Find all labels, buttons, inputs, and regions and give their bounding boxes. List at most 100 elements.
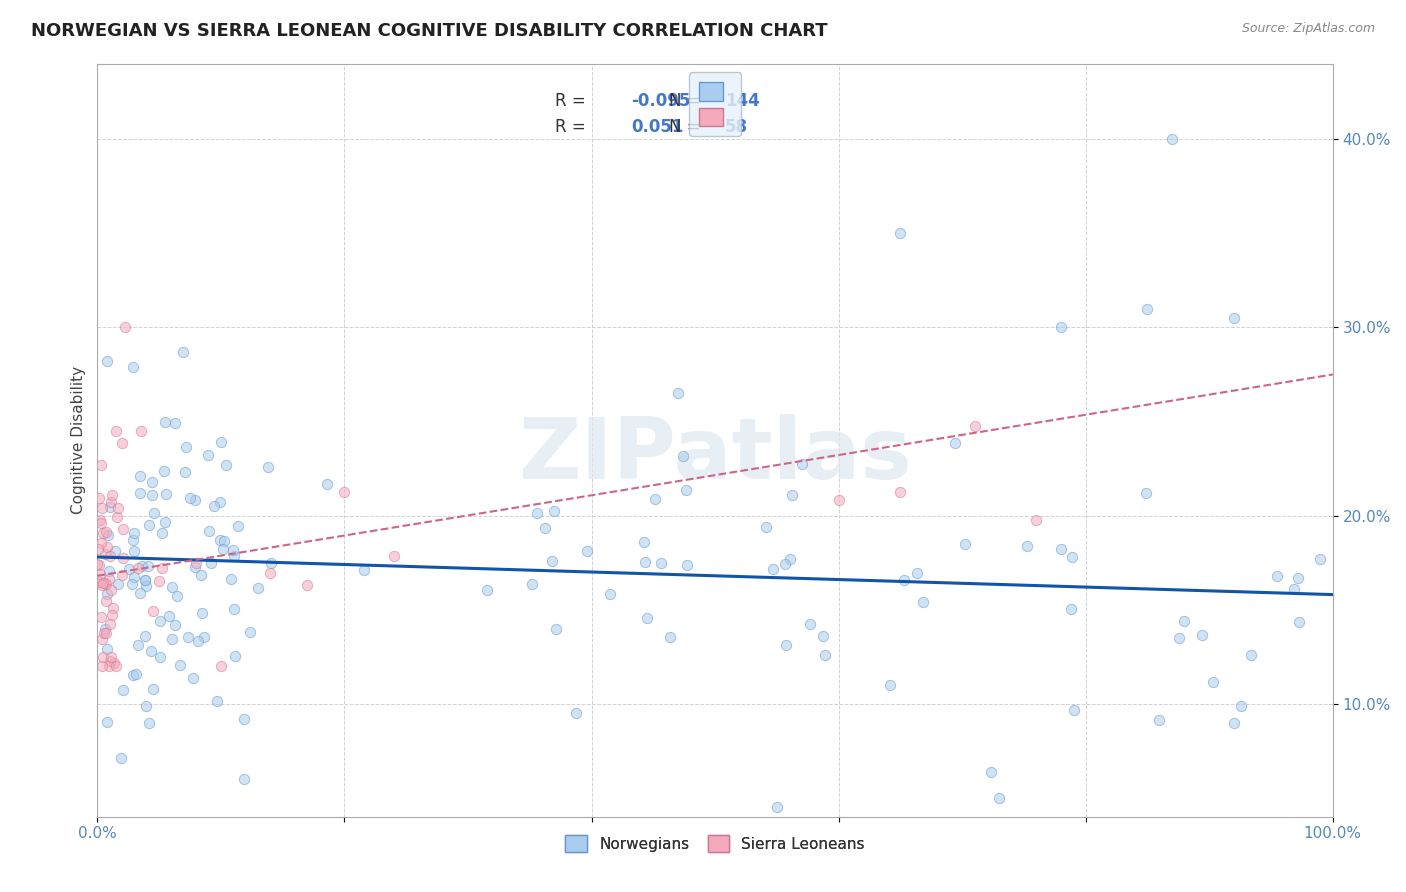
Point bbox=[224, 648, 246, 663]
Point bbox=[131, 558, 153, 573]
Point bbox=[98, 549, 121, 563]
Legend: Norwegians, Sierra Leoneans: Norwegians, Sierra Leoneans bbox=[560, 829, 870, 858]
Point bbox=[190, 567, 212, 582]
Point bbox=[135, 579, 157, 593]
Point bbox=[775, 638, 797, 652]
Point bbox=[129, 424, 152, 438]
Point bbox=[141, 475, 163, 489]
Point bbox=[172, 345, 194, 359]
Point bbox=[90, 458, 112, 472]
Point bbox=[187, 634, 209, 648]
Point bbox=[200, 556, 222, 570]
Point bbox=[1267, 568, 1289, 582]
Point bbox=[879, 678, 901, 692]
Point bbox=[169, 658, 191, 673]
Point bbox=[112, 682, 135, 697]
Point bbox=[142, 681, 165, 696]
Point bbox=[91, 659, 114, 673]
Point bbox=[128, 585, 150, 599]
Text: N =: N = bbox=[669, 119, 700, 136]
Point bbox=[184, 560, 207, 574]
Point bbox=[122, 543, 145, 558]
Point bbox=[121, 533, 143, 547]
Point bbox=[633, 535, 655, 549]
Point bbox=[233, 712, 256, 726]
Point bbox=[90, 610, 112, 624]
Point bbox=[165, 618, 187, 632]
Point bbox=[650, 556, 672, 570]
Point bbox=[184, 493, 207, 508]
Point bbox=[134, 629, 156, 643]
Point bbox=[212, 533, 235, 548]
Point bbox=[94, 625, 117, 640]
Point bbox=[90, 536, 112, 550]
Point bbox=[104, 659, 127, 673]
Point bbox=[202, 499, 225, 513]
Point bbox=[121, 667, 143, 681]
Point bbox=[173, 465, 195, 479]
Point bbox=[1239, 648, 1261, 663]
Point bbox=[226, 518, 249, 533]
Point bbox=[544, 622, 567, 636]
Point bbox=[1286, 571, 1309, 585]
Point bbox=[672, 449, 695, 463]
Point bbox=[779, 552, 801, 566]
Point bbox=[963, 418, 986, 433]
Point bbox=[166, 589, 188, 603]
Point bbox=[93, 622, 115, 636]
Text: -0.095: -0.095 bbox=[631, 92, 690, 110]
Point bbox=[96, 540, 118, 554]
Point bbox=[127, 638, 149, 652]
Point bbox=[1282, 582, 1305, 596]
Point bbox=[208, 495, 231, 509]
Point bbox=[153, 515, 176, 529]
Point bbox=[93, 625, 115, 640]
Point bbox=[101, 488, 124, 502]
Point bbox=[91, 501, 114, 516]
Point bbox=[766, 800, 789, 814]
Point bbox=[165, 417, 187, 431]
Point bbox=[1161, 132, 1184, 146]
Point bbox=[541, 554, 564, 568]
Point bbox=[259, 566, 281, 581]
Point bbox=[98, 616, 121, 631]
Point bbox=[209, 435, 232, 450]
Point bbox=[222, 543, 245, 558]
Point bbox=[1136, 301, 1159, 316]
Point bbox=[814, 648, 837, 663]
Point bbox=[96, 714, 118, 729]
Point bbox=[100, 649, 122, 664]
Point bbox=[197, 448, 219, 462]
Point bbox=[89, 574, 111, 589]
Point bbox=[150, 561, 173, 575]
Point bbox=[1288, 615, 1310, 629]
Point bbox=[1050, 541, 1073, 556]
Text: R =: R = bbox=[554, 92, 585, 110]
Point bbox=[575, 544, 598, 558]
Point bbox=[219, 572, 242, 586]
Point bbox=[150, 526, 173, 541]
Point bbox=[111, 522, 134, 536]
Point bbox=[755, 520, 778, 534]
Point bbox=[148, 574, 170, 589]
Point bbox=[107, 576, 129, 591]
Point bbox=[953, 536, 976, 550]
Point bbox=[1202, 675, 1225, 690]
Point bbox=[118, 562, 141, 576]
Point bbox=[93, 547, 115, 561]
Point bbox=[98, 500, 121, 514]
Point bbox=[90, 632, 112, 647]
Point bbox=[599, 587, 621, 601]
Point bbox=[179, 491, 201, 505]
Point bbox=[160, 580, 183, 594]
Point bbox=[149, 650, 172, 665]
Point bbox=[889, 227, 911, 241]
Point bbox=[94, 575, 117, 590]
Point bbox=[96, 587, 118, 601]
Point bbox=[792, 457, 814, 471]
Point bbox=[775, 558, 797, 572]
Point bbox=[912, 595, 935, 609]
Point bbox=[1015, 539, 1038, 553]
Point bbox=[260, 556, 283, 570]
Point bbox=[97, 659, 120, 673]
